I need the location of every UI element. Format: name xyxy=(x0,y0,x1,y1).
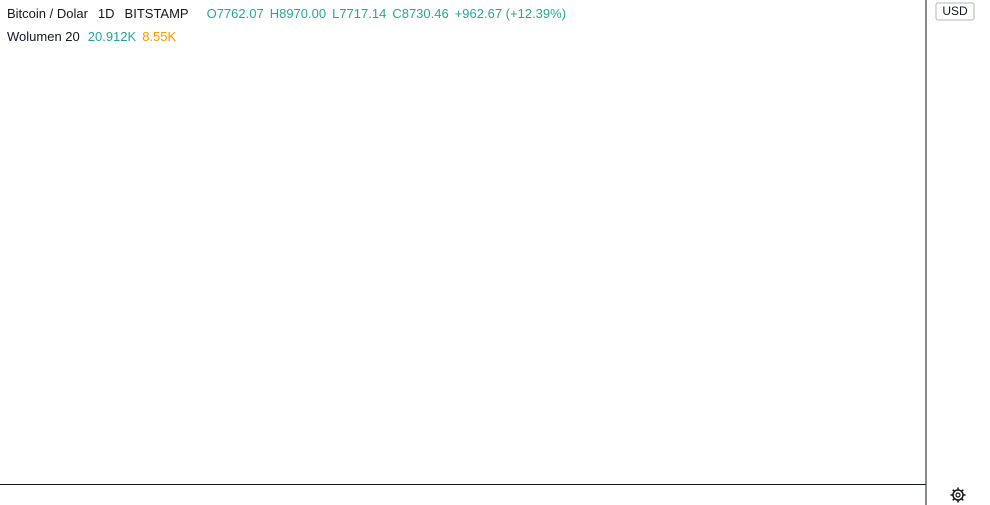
currency: USD xyxy=(942,4,968,18)
volume-ma: 8.55K xyxy=(142,29,176,44)
legend-value: L7717.14 xyxy=(332,6,386,21)
volume-label: Wolumen 20 xyxy=(7,29,80,44)
legend-value: O7762.07 xyxy=(207,6,264,21)
legend: Bitcoin / Dolar 1D BITSTAMP O7762.07 H8970.0… xyxy=(7,6,566,44)
settings-icon[interactable] xyxy=(950,487,966,503)
exchange: BITSTAMP xyxy=(125,6,189,21)
interval: 1D xyxy=(98,6,115,21)
symbol: Bitcoin / Dolar xyxy=(7,6,89,21)
currency-box[interactable] xyxy=(935,2,975,21)
legend-value: C8730.46 xyxy=(392,6,448,21)
legend-line: Bitcoin / Dolar 1D BITSTAMP O7762.07 H8970.0… xyxy=(7,6,566,21)
legend-value: +962.67 (+12.39%) xyxy=(455,6,566,21)
volume-value: 20.912K xyxy=(88,29,137,44)
volume-legend: Wolumen 20 20.912K 8.55K xyxy=(7,29,176,44)
legend-value: H8970.00 xyxy=(270,6,326,21)
